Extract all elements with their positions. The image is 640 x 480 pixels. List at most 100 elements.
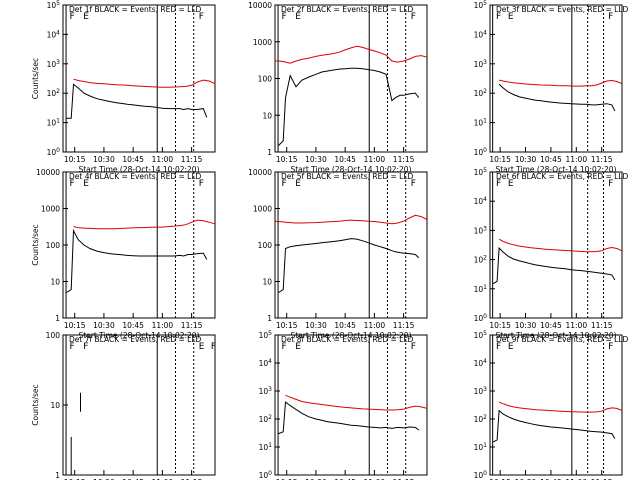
x-tick-label: 10:15 bbox=[64, 321, 86, 330]
plot-panel-7: 1 10 100 10:15 10:30 10:45 11:00 11:15 Det 7f BL… bbox=[31, 331, 216, 480]
y-tick-label: 100 bbox=[259, 470, 273, 480]
x-tick-label: 11:15 bbox=[393, 478, 415, 480]
marker-label: F bbox=[83, 342, 88, 352]
plot-title: Det 4f BLACK = Events, RED = LLD bbox=[69, 172, 202, 181]
x-tick-label: 10:15 bbox=[276, 321, 298, 330]
y-tick-label: 100 bbox=[474, 313, 488, 323]
y-tick-label: 1 bbox=[267, 148, 272, 157]
marker-label: F bbox=[608, 12, 613, 22]
series-line-lld bbox=[275, 45, 428, 64]
y-tick-label: 100 bbox=[258, 75, 273, 84]
y-tick-label: 105 bbox=[47, 0, 61, 10]
y-tick-label: 102 bbox=[474, 88, 488, 98]
x-tick-label: 10:30 bbox=[305, 321, 327, 330]
series-line-events bbox=[66, 228, 208, 293]
x-tick-label: 10:45 bbox=[540, 155, 562, 164]
x-tick-label: 11:15 bbox=[181, 478, 203, 480]
y-tick-label: 104 bbox=[474, 196, 488, 206]
x-tick-label: 10:15 bbox=[64, 478, 86, 480]
x-tick-label: 11:00 bbox=[152, 155, 174, 164]
y-tick-label: 100 bbox=[258, 241, 273, 250]
x-tick-label: 10:45 bbox=[334, 321, 356, 330]
x-tick-label: 10:45 bbox=[122, 155, 144, 164]
x-axis-label: Start Time (28-Oct-14 10:02:20) bbox=[495, 165, 616, 174]
y-tick-label: 105 bbox=[474, 330, 488, 340]
x-tick-label: 10:30 bbox=[305, 155, 327, 164]
x-tick-label: 11:00 bbox=[364, 321, 386, 330]
marker-label: F bbox=[199, 12, 204, 22]
plot-panel-1: 100 101 102 103 104 105 10:15 10:30 10:45 11:00 11… bbox=[31, 0, 216, 174]
marker-label: E bbox=[295, 342, 301, 352]
marker-label: F bbox=[608, 179, 613, 189]
y-tick-label: 104 bbox=[474, 29, 488, 39]
marker-label: F bbox=[411, 12, 416, 22]
x-tick-label: 11:00 bbox=[565, 321, 587, 330]
y-tick-label: 1 bbox=[267, 314, 272, 323]
marker-label: F bbox=[199, 179, 204, 189]
series-line-lld bbox=[498, 401, 623, 413]
y-tick-label: 105 bbox=[474, 0, 488, 10]
y-tick-label: 10 bbox=[50, 401, 60, 410]
x-tick-label: 11:00 bbox=[152, 321, 174, 330]
y-tick-label: 1 bbox=[55, 314, 60, 323]
x-tick-label: 10:30 bbox=[515, 155, 537, 164]
y-tick-label: 10 bbox=[262, 278, 272, 287]
plot-frame bbox=[274, 4, 428, 153]
marker-label: F bbox=[70, 342, 75, 352]
x-tick-label: 10:45 bbox=[122, 478, 144, 480]
y-tick-label: 102 bbox=[47, 88, 61, 98]
x-tick-label: 11:15 bbox=[591, 155, 613, 164]
plot-frame bbox=[274, 334, 428, 476]
y-tick-label: 100 bbox=[474, 147, 488, 157]
marker-label: E bbox=[508, 12, 514, 22]
x-tick-label: 11:15 bbox=[181, 321, 203, 330]
marker-label: E bbox=[295, 179, 301, 189]
y-tick-label: 103 bbox=[259, 386, 273, 396]
series-line-lld bbox=[274, 214, 428, 225]
marker-label: F bbox=[70, 12, 75, 22]
y-tick-label: 10000 bbox=[36, 168, 60, 177]
y-tick-label: 102 bbox=[474, 414, 488, 424]
plot-frame bbox=[274, 171, 428, 319]
series-line-events bbox=[66, 83, 208, 119]
plot-panel-5: 1 10 100 1000 10000 10:15 10:30 10:45 11:00 11:15… bbox=[248, 168, 428, 340]
y-tick-label: 100 bbox=[47, 147, 61, 157]
plot-panel-8: 100 101 102 103 104 105 10:15 10:30 10:45 11:00 11… bbox=[259, 330, 428, 480]
x-axis-label: Start Time (28-Oct-14 10:02:20) bbox=[78, 165, 199, 174]
x-tick-label: 10:30 bbox=[305, 478, 327, 480]
x-tick-label: 10:15 bbox=[64, 155, 86, 164]
marker-label: E bbox=[83, 179, 89, 189]
marker-label: E bbox=[508, 179, 514, 189]
plot-title: Det 3f BLACK = Events, RED = LLD bbox=[496, 5, 629, 14]
y-tick-label: 100 bbox=[474, 470, 488, 480]
plot-title: Det 5f BLACK = Events, RED = LLD bbox=[281, 172, 414, 181]
y-axis-label: Counts/sec bbox=[31, 224, 40, 265]
y-tick-label: 100 bbox=[46, 241, 61, 250]
x-tick-label: 11:00 bbox=[152, 478, 174, 480]
y-tick-label: 1000 bbox=[253, 38, 272, 47]
marker-label: F bbox=[282, 12, 287, 22]
x-tick-label: 10:15 bbox=[276, 155, 298, 164]
y-tick-label: 102 bbox=[259, 414, 273, 424]
marker-label: F bbox=[70, 179, 75, 189]
series-line-lld bbox=[73, 219, 216, 230]
marker-label: E bbox=[508, 342, 514, 352]
marker-label: E bbox=[199, 342, 205, 352]
plot-title: Det 2f BLACK = Events, RED = LLD bbox=[281, 5, 414, 14]
y-tick-label: 104 bbox=[47, 29, 61, 39]
x-tick-label: 11:00 bbox=[364, 478, 386, 480]
plot-title: Det 7f BLACK = Events, RED = LLD bbox=[69, 335, 202, 344]
plot-title: Det 8f BLACK = Events, RED = LLD bbox=[281, 335, 414, 344]
y-tick-label: 104 bbox=[474, 358, 488, 368]
series-line-events bbox=[278, 401, 420, 435]
plot-title: Det 1f BLACK = Events, RED = LLD bbox=[69, 5, 202, 14]
x-tick-label: 10:45 bbox=[334, 478, 356, 480]
series-line-events bbox=[492, 409, 616, 443]
marker-label: E bbox=[83, 12, 89, 22]
y-tick-label: 104 bbox=[259, 358, 273, 368]
series-line-events bbox=[278, 238, 420, 293]
y-tick-label: 101 bbox=[259, 442, 273, 452]
